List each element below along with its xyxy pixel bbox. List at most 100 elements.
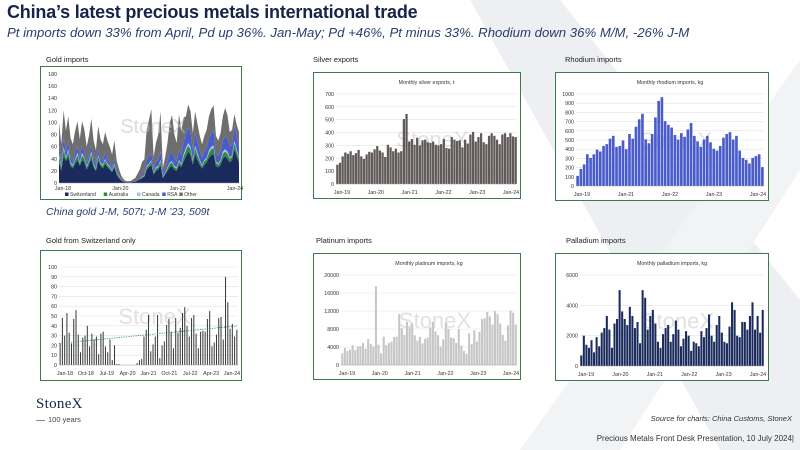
swiss-bar	[161, 345, 163, 365]
silver-bar	[384, 157, 387, 184]
swiss-bar	[168, 318, 170, 365]
silver-bar	[418, 145, 421, 184]
rhodium-bar	[654, 117, 657, 186]
swiss-x-tick-label: Jan-21	[140, 371, 156, 377]
palladium-bar	[651, 309, 654, 366]
platinum-bar	[462, 351, 465, 365]
platinum-bar	[434, 331, 437, 365]
silver-bar	[466, 143, 469, 184]
platinum-bar	[395, 336, 398, 365]
palladium-bar	[608, 329, 611, 366]
swiss-bar	[86, 325, 88, 365]
silver-bar	[450, 137, 453, 184]
gold-series-area-other	[59, 104, 239, 183]
platinum-bar	[488, 316, 491, 365]
silver-bar	[482, 142, 485, 184]
palladium-bar	[623, 318, 626, 366]
silver-bar	[426, 142, 429, 184]
silver-bar	[511, 136, 515, 184]
platinum-bar	[341, 353, 344, 365]
swiss-bar	[141, 359, 143, 365]
swiss-bar	[229, 328, 231, 365]
page-title: China’s latest precious metals internati…	[7, 2, 418, 22]
platinum-bar	[403, 334, 406, 365]
palladium-chart-title: Monthly palladium imports, kg	[637, 261, 707, 267]
rhodium-bar	[686, 129, 690, 186]
rhodium-bar	[624, 149, 628, 186]
palladium-bar	[713, 341, 716, 366]
gold-x-tick-label: Jan-20	[112, 186, 128, 192]
swiss-bar	[150, 351, 152, 365]
rhodium-bar	[592, 154, 596, 186]
rhodium-imports-title: Rhodium imports	[565, 55, 622, 64]
silver-bar	[386, 144, 390, 184]
palladium-bar	[664, 328, 667, 366]
palladium-bar	[610, 347, 613, 366]
rhodium-bar	[605, 144, 609, 186]
palladium-bar	[685, 331, 688, 366]
swiss-bar	[68, 332, 70, 365]
palladium-imports-title: Palladium imports	[566, 236, 626, 245]
platinum-bar	[465, 353, 468, 365]
silver-bar	[362, 158, 366, 184]
platinum-y-tick-label: 16000	[324, 291, 339, 297]
platinum-x-tick-label: Jan-23	[470, 371, 486, 377]
page-subtitle: Pt imports down 33% from April, Pd up 36…	[7, 25, 690, 40]
palladium-bar	[687, 335, 690, 366]
palladium-bar	[679, 346, 682, 366]
platinum-bar	[367, 338, 370, 365]
swiss-bar	[172, 348, 174, 365]
gold-ytd-note: China gold J-M, 507t; J-M ’23, 509t	[46, 206, 210, 218]
palladium-bar	[646, 329, 649, 366]
rhodium-bar	[712, 148, 716, 186]
platinum-bar	[408, 327, 411, 365]
platinum-bar	[460, 345, 463, 365]
silver-bar	[400, 151, 403, 184]
platinum-y-tick-label: 8000	[327, 327, 339, 333]
gold-legend-swatch	[103, 192, 108, 196]
rhodium-bar	[673, 134, 677, 186]
rhodium-x-tick-label: Jan-24	[750, 192, 766, 198]
silver-y-tick-label: 700	[325, 92, 334, 98]
silver-bar	[437, 145, 440, 184]
platinum-imports-chart: 0 4000 8000 12000 16000 20000 Monthly platinum…	[313, 253, 521, 380]
palladium-bar	[593, 352, 596, 366]
platinum-bar	[416, 340, 419, 365]
rhodium-bar	[628, 134, 631, 186]
platinum-bar	[400, 328, 403, 365]
palladium-bar	[631, 315, 634, 366]
rhodium-y-tick-label: 200	[565, 166, 574, 172]
rhodium-bar	[692, 135, 696, 186]
platinum-x-tick-label: Jan-22	[437, 371, 453, 377]
silver-bar	[485, 144, 488, 184]
platinum-bar	[405, 321, 409, 365]
gold-legend-label: Canada	[142, 192, 160, 198]
swiss-x-tick-label: Apr-23	[203, 371, 219, 377]
swiss-bar	[157, 315, 159, 365]
palladium-bar	[720, 332, 723, 366]
rhodium-bar	[589, 157, 592, 186]
platinum-bar	[359, 346, 362, 365]
rhodium-bar	[718, 145, 722, 186]
swiss-watermark: StoneX	[118, 304, 190, 329]
platinum-y-tick-label: 20000	[324, 273, 339, 279]
gold-legend-label: Australia	[109, 192, 129, 198]
swiss-bar	[91, 333, 93, 365]
swiss-bar	[166, 324, 168, 365]
rhodium-bar	[602, 145, 605, 186]
palladium-bar	[672, 334, 675, 366]
swiss-bar	[188, 336, 190, 365]
palladium-x-tick-label: Jan-19	[578, 372, 594, 378]
platinum-bar	[452, 338, 455, 365]
swiss-bar	[59, 343, 61, 365]
swiss-gold-title: Gold from Switzerland only	[46, 236, 136, 245]
silver-bar	[410, 139, 413, 184]
swiss-y-tick-label: 90	[51, 275, 57, 281]
silver-bar	[490, 133, 493, 184]
silver-bar	[498, 144, 501, 184]
platinum-bar	[377, 344, 380, 365]
platinum-bar	[411, 323, 414, 365]
rhodium-bar	[615, 146, 618, 186]
swiss-bar	[195, 333, 197, 365]
rhodium-bar	[650, 134, 654, 186]
